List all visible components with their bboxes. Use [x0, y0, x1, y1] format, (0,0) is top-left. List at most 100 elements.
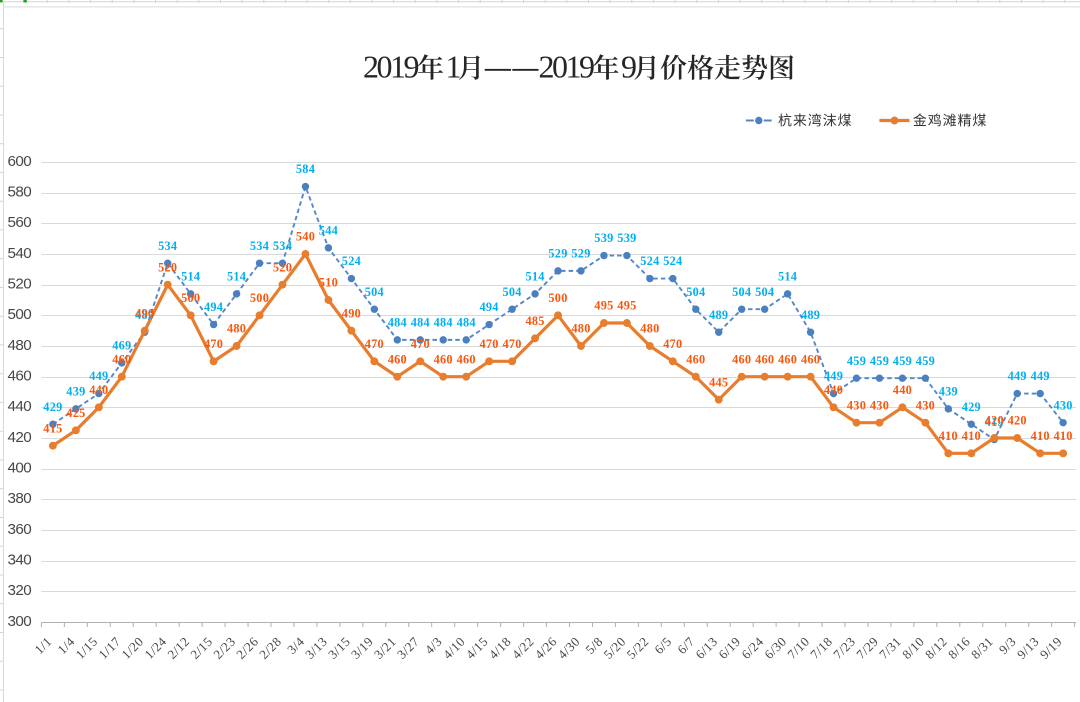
svg-text:460: 460 [801, 352, 820, 366]
svg-text:529: 529 [548, 247, 567, 261]
svg-text:400: 400 [8, 460, 32, 477]
svg-text:440: 440 [824, 383, 843, 397]
svg-text:514: 514 [525, 270, 544, 284]
svg-text:534: 534 [250, 239, 269, 253]
svg-text:494: 494 [479, 300, 498, 314]
svg-text:429: 429 [43, 400, 62, 414]
svg-text:320: 320 [8, 582, 32, 599]
svg-text:494: 494 [204, 300, 223, 314]
svg-text:449: 449 [824, 369, 843, 383]
svg-text:430: 430 [870, 398, 889, 412]
svg-text:489: 489 [709, 308, 728, 322]
svg-text:490: 490 [342, 306, 361, 320]
svg-text:540: 540 [296, 230, 315, 244]
svg-text:484: 484 [434, 316, 453, 330]
svg-text:470: 470 [365, 337, 384, 351]
svg-text:470: 470 [479, 337, 498, 351]
svg-text:410: 410 [962, 429, 981, 443]
svg-text:495: 495 [594, 299, 613, 313]
svg-text:420: 420 [985, 414, 1004, 428]
svg-text:459: 459 [893, 354, 912, 368]
svg-text:415: 415 [43, 421, 62, 435]
svg-text:9: 9 [621, 49, 636, 85]
svg-text:544: 544 [319, 224, 338, 238]
svg-text:460: 460 [112, 352, 131, 366]
svg-text:449: 449 [1031, 369, 1050, 383]
svg-text:484: 484 [411, 316, 430, 330]
svg-text:524: 524 [663, 254, 682, 268]
svg-text:380: 380 [8, 490, 32, 507]
svg-text:480: 480 [227, 322, 246, 336]
svg-text:430: 430 [1053, 398, 1072, 412]
svg-text:524: 524 [640, 254, 659, 268]
svg-text:2019: 2019 [539, 49, 595, 85]
svg-text:360: 360 [8, 521, 32, 538]
svg-text:470: 470 [204, 337, 223, 351]
svg-text:410: 410 [939, 429, 958, 443]
svg-text:1: 1 [446, 49, 461, 85]
svg-text:430: 430 [847, 398, 866, 412]
svg-text:484: 484 [388, 316, 407, 330]
svg-text:300: 300 [8, 613, 32, 630]
svg-text:504: 504 [732, 285, 751, 299]
svg-text:484: 484 [457, 316, 476, 330]
svg-text:460: 460 [778, 352, 797, 366]
svg-text:445: 445 [709, 375, 728, 389]
svg-text:460: 460 [686, 352, 705, 366]
svg-text:504: 504 [502, 285, 521, 299]
svg-text:510: 510 [319, 276, 338, 290]
svg-text:529: 529 [571, 247, 590, 261]
svg-text:514: 514 [181, 270, 200, 284]
svg-text:600: 600 [8, 153, 32, 170]
svg-text:420: 420 [1008, 414, 1027, 428]
svg-text:485: 485 [525, 314, 544, 328]
svg-text:520: 520 [158, 260, 177, 274]
svg-text:560: 560 [8, 214, 32, 231]
svg-text:460: 460 [388, 352, 407, 366]
svg-text:534: 534 [158, 239, 177, 253]
svg-text:470: 470 [502, 337, 521, 351]
svg-text:459: 459 [847, 354, 866, 368]
svg-text:340: 340 [8, 552, 32, 569]
svg-text:514: 514 [778, 270, 797, 284]
svg-text:504: 504 [365, 285, 384, 299]
svg-text:419: 419 [985, 415, 1004, 429]
svg-text:580: 580 [8, 184, 32, 201]
svg-text:490: 490 [135, 306, 154, 320]
svg-text:540: 540 [8, 245, 32, 262]
svg-text:429: 429 [962, 400, 981, 414]
svg-text:469: 469 [112, 339, 131, 353]
svg-text:449: 449 [89, 369, 108, 383]
svg-text:459: 459 [870, 354, 889, 368]
svg-text:449: 449 [1008, 369, 1027, 383]
svg-text:430: 430 [916, 398, 935, 412]
svg-text:500: 500 [548, 291, 567, 305]
svg-text:420: 420 [8, 429, 32, 446]
svg-text:425: 425 [66, 406, 85, 420]
svg-text:439: 439 [939, 385, 958, 399]
svg-text:539: 539 [617, 231, 636, 245]
svg-text:460: 460 [755, 352, 774, 366]
svg-text:410: 410 [1053, 429, 1072, 443]
svg-text:489: 489 [801, 308, 820, 322]
svg-text:524: 524 [342, 254, 361, 268]
svg-text:504: 504 [686, 285, 705, 299]
svg-text:500: 500 [8, 306, 32, 323]
svg-text:480: 480 [571, 322, 590, 336]
svg-text:500: 500 [181, 291, 200, 305]
svg-text:539: 539 [594, 231, 613, 245]
svg-text:440: 440 [893, 383, 912, 397]
svg-text:504: 504 [755, 285, 774, 299]
svg-text:470: 470 [663, 337, 682, 351]
svg-text:460: 460 [457, 352, 476, 366]
svg-text:480: 480 [640, 322, 659, 336]
svg-text:489: 489 [135, 308, 154, 322]
svg-text:439: 439 [66, 385, 85, 399]
svg-text:440: 440 [89, 383, 108, 397]
svg-text:459: 459 [916, 354, 935, 368]
svg-text:480: 480 [8, 337, 32, 354]
svg-text:2019: 2019 [363, 49, 419, 85]
svg-text:520: 520 [273, 260, 292, 274]
svg-text:460: 460 [434, 352, 453, 366]
svg-text:584: 584 [296, 162, 315, 176]
